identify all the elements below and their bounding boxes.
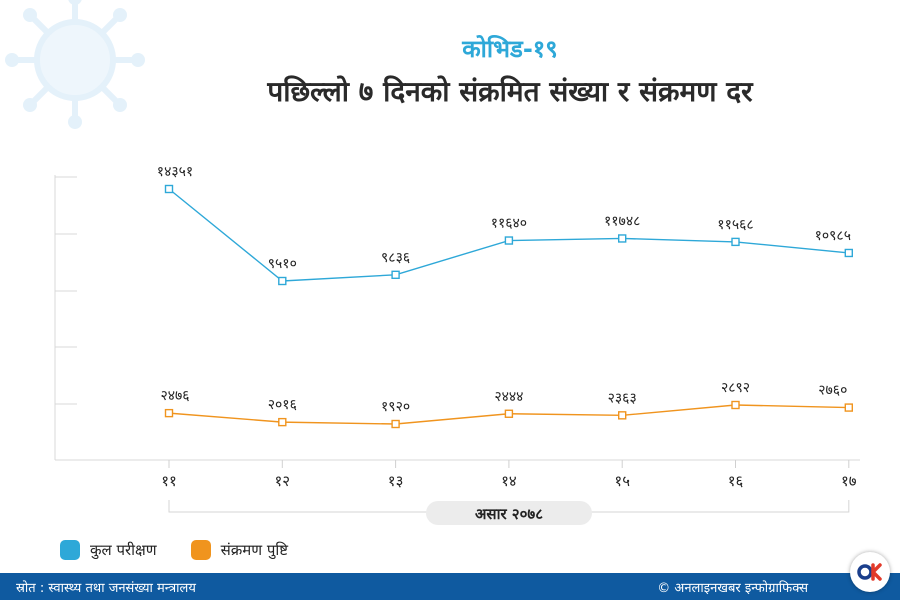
series-1-point-5 <box>731 400 740 410</box>
series-0-point-1 <box>278 276 287 286</box>
chart-title: पछिल्लो ७ दिनको संक्रमित संख्या र संक्रम… <box>267 75 753 108</box>
x-tick-label-0: ११ <box>161 472 177 490</box>
x-axis-label: असार २०७८ <box>475 505 543 523</box>
virus-decoration-icon <box>5 0 145 129</box>
chart-legend: कुल परीक्षण संक्रमण पुष्टि <box>60 540 288 560</box>
series-0-point-3 <box>504 236 514 245</box>
series-1-label-4: २३६३ <box>608 390 637 406</box>
series-0-label-6: १०९८५ <box>815 228 851 244</box>
series-1-label-1: २०१६ <box>268 397 297 413</box>
series-1-point-2 <box>391 419 400 429</box>
series-0-label-2: ९८३६ <box>381 250 410 266</box>
legend-swatch-tests <box>60 540 80 560</box>
series-0-point-4 <box>618 234 627 243</box>
series-1-point-3 <box>504 409 514 418</box>
x-tick-label-5: १६ <box>728 472 744 490</box>
series-1-label-5: २८९२ <box>721 380 750 396</box>
legend-label-tests: कुल परीक्षण <box>90 541 157 559</box>
series-1-label-3: २४४४ <box>494 389 523 405</box>
x-axis-label-pill <box>426 501 592 525</box>
series-1-point-1 <box>278 417 287 427</box>
legend-swatch-cases <box>190 540 211 560</box>
series-1-point-0 <box>164 408 174 418</box>
chart-kicker: कोभिड-१९ <box>462 35 558 63</box>
legend-item-tests: कुल परीक्षण <box>60 540 157 560</box>
series-1-label-2: १९२० <box>381 399 410 415</box>
x-tick-label-2: १३ <box>388 472 404 490</box>
credit-text: © अनलाइनखबर इन्फोग्राफिक्स <box>657 580 808 596</box>
series-1-label-0: २४७६ <box>160 388 189 404</box>
source-text: स्रोत : स्वास्थ्य तथा जनसंख्या मन्त्रालय <box>16 580 196 596</box>
footer-bar: स्रोत : स्वास्थ्य तथा जनसंख्या मन्त्रालय… <box>0 573 900 600</box>
series-0-label-3: ११६४० <box>491 216 527 232</box>
series-0-label-0: १४३५१ <box>157 164 193 180</box>
series-0-point-0 <box>164 184 174 194</box>
legend-item-cases: संक्रमण पुष्टि <box>190 540 289 560</box>
x-tick-label-1: १२ <box>274 472 290 490</box>
line-chart: ११ १२ १३ १४ १५ १६ १७ असार २०७८ १४३५१ ९५१० ९८३६ ११६४… <box>54 164 860 525</box>
series-0-label-4: ११७४८ <box>604 213 640 229</box>
legend-label-cases: संक्रमण पुष्टि <box>220 541 289 559</box>
x-tick-label-4: १५ <box>614 472 630 490</box>
onlinekhabar-logo-icon <box>850 552 890 592</box>
series-1-point-6 <box>844 403 853 412</box>
series-0-label-1: ९५१० <box>268 256 297 272</box>
series-1-point-4 <box>618 411 627 420</box>
x-tick-label-3: १४ <box>501 472 517 490</box>
series-0-point-2 <box>391 270 400 280</box>
x-tick-label-6: १७ <box>841 472 857 490</box>
series-0-point-5 <box>731 237 740 247</box>
series-0-point-6 <box>844 248 853 258</box>
series-0-label-5: ११५६८ <box>717 217 753 233</box>
series-1-label-6: २७६० <box>818 383 847 399</box>
